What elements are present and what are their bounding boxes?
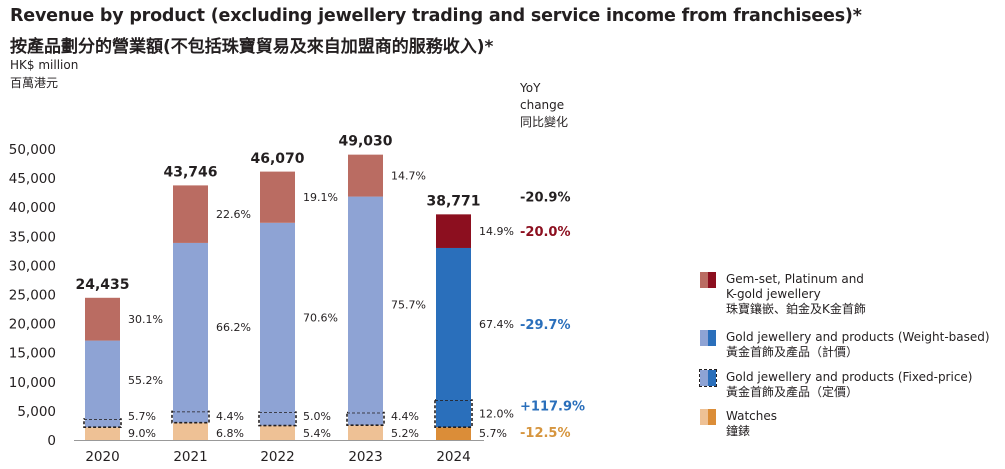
bar-segment-gold_fx	[260, 412, 295, 426]
bar-segment-gold_wt	[85, 340, 120, 420]
legend-label-zh: 黃金首飾及產品（計價）	[726, 345, 859, 359]
y-tick-label: 40,000	[9, 200, 56, 216]
bar-segment-gem	[173, 185, 208, 243]
percent-label-gold_wt: 70.6%	[303, 311, 338, 324]
x-tick-label: 2020	[85, 449, 119, 465]
total-label: 38,771	[426, 193, 480, 209]
yoy-header: YoY change 同比變化	[520, 80, 568, 131]
yoy-header-line3: 同比變化	[520, 115, 569, 129]
yoy-header-line1: YoY	[520, 81, 541, 95]
bar-segment-gem	[348, 154, 383, 197]
x-tick-label: 2021	[173, 449, 207, 465]
legend-label-zh: 鐘錶	[726, 424, 751, 438]
bar-segment-watch	[173, 422, 208, 440]
yoy-change-total: -20.9%	[520, 190, 571, 205]
percent-label-gem: 22.6%	[216, 208, 251, 221]
percent-label-gem: 19.1%	[303, 191, 338, 204]
yoy-change-gem: -20.0%	[520, 225, 571, 240]
bar-segment-gold_wt	[436, 247, 471, 401]
bar-segment-gem	[85, 297, 120, 341]
bar-segment-gold_wt	[173, 242, 208, 412]
bar-segment-watch	[260, 425, 295, 440]
percent-label-gold_fx: 5.0%	[303, 410, 331, 423]
legend-text: Gold jewellery and products (Fixed-price…	[726, 370, 973, 400]
chart-title-zh: 按產品劃分的營業額(不包括珠寶貿易及來自加盟商的服務收入)*	[10, 37, 494, 57]
y-tick-label: 50,000	[9, 142, 56, 158]
percent-label-gold_wt: 75.7%	[391, 299, 426, 312]
x-tick-label: 2024	[436, 449, 470, 465]
bar-segment-watch	[85, 427, 120, 440]
y-tick-label: 5,000	[17, 404, 56, 420]
percent-label-watch: 5.2%	[391, 427, 419, 440]
total-label: 49,030	[338, 134, 392, 150]
y-tick-label: 0	[47, 433, 56, 449]
yoy-change-gold_wt: -29.7%	[520, 318, 571, 333]
percent-label-gold_fx: 4.4%	[391, 410, 419, 423]
total-label: 43,746	[163, 164, 217, 180]
legend-swatch-gold_fx	[699, 369, 717, 387]
percent-label-gold_wt: 55.2%	[128, 374, 163, 387]
y-tick-label: 35,000	[9, 229, 56, 245]
percent-label-gold_fx: 4.4%	[216, 410, 244, 423]
legend-label-zh: 黃金首飾及產品（定價）	[726, 385, 859, 399]
legend-label-en: Gem-set, Platinum and	[726, 272, 864, 286]
percent-label-watch: 5.7%	[479, 427, 507, 440]
unit-label-zh: 百萬港元	[10, 76, 59, 90]
x-tick-label: 2022	[260, 449, 294, 465]
bar-segment-gold_wt	[260, 222, 295, 413]
legend-swatch-watch	[700, 409, 716, 425]
y-tick-label: 25,000	[9, 288, 56, 304]
bar-segment-gold_fx	[85, 419, 120, 428]
y-tick-label: 15,000	[9, 346, 56, 362]
percent-label-gem: 14.7%	[391, 170, 426, 183]
y-tick-label: 10,000	[9, 375, 56, 391]
legend-swatch-gold_wt	[700, 330, 716, 346]
bar-segment-gold_wt	[348, 196, 383, 413]
total-label: 24,435	[75, 277, 129, 293]
legend-text: Gold jewellery and products (Weight-base…	[726, 330, 990, 360]
fixed-price-outline	[434, 399, 473, 428]
y-tick-label: 20,000	[9, 317, 56, 333]
bar-segment-gold_fx	[173, 411, 208, 423]
percent-label-watch: 5.4%	[303, 427, 331, 440]
fixed-price-outline	[346, 411, 385, 426]
bar-segment-gem	[260, 171, 295, 223]
percent-label-watch: 9.0%	[128, 427, 156, 440]
legend-text: Gem-set, Platinum and K-gold jewellery 珠寶鑲…	[726, 272, 866, 317]
percent-label-gold_fx: 12.0%	[479, 408, 514, 421]
legend-label-en: Gold jewellery and products (Fixed-price…	[726, 370, 973, 384]
unit-label-en: HK$ million	[10, 58, 79, 72]
percent-label-gold_wt: 66.2%	[216, 321, 251, 334]
total-label: 46,070	[250, 151, 304, 167]
percent-label-watch: 6.8%	[216, 427, 244, 440]
percent-label-gem: 30.1%	[128, 313, 163, 326]
legend-label-en: Watches	[726, 409, 777, 423]
fixed-price-outline	[83, 418, 122, 429]
percent-label-gold_wt: 67.4%	[479, 318, 514, 331]
fixed-price-outline	[171, 410, 210, 424]
bar-segment-watch	[436, 427, 471, 440]
y-tick-label: 45,000	[9, 171, 56, 187]
percent-label-gold_fx: 5.7%	[128, 410, 156, 423]
bar-segment-watch	[348, 425, 383, 440]
x-tick-label: 2023	[348, 449, 382, 465]
legend-label-zh: 珠寶鑲嵌、鉑金及K金首飾	[726, 302, 866, 316]
legend-swatch-gem	[700, 272, 716, 288]
bar-segment-gold_fx	[348, 412, 383, 426]
legend-text: Watches 鐘錶	[726, 409, 777, 439]
chart-title-en: Revenue by product (excluding jewellery …	[10, 6, 862, 26]
y-tick-label: 30,000	[9, 258, 56, 274]
yoy-change-gold_fx: +117.9%	[520, 400, 585, 415]
percent-label-gem: 14.9%	[479, 225, 514, 238]
yoy-change-watch: -12.5%	[520, 426, 571, 441]
bar-segment-gold_fx	[436, 400, 471, 428]
legend-label-en: K-gold jewellery	[726, 287, 821, 301]
bar-segment-gem	[436, 214, 471, 248]
legend-label-en: Gold jewellery and products (Weight-base…	[726, 330, 990, 344]
yoy-header-line2: change	[520, 98, 565, 112]
